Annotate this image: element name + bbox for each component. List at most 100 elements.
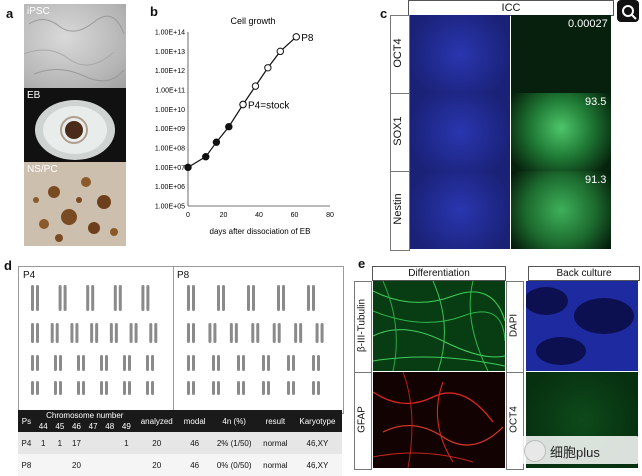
panel-c-letter: c <box>380 6 388 21</box>
chromosome-mark <box>36 323 39 343</box>
y-tick-label: 1.00E+12 <box>155 68 185 75</box>
y-axis: 1.00E+05 1.00E+06 1.00E+07 1.00E+08 1.00E+09… <box>155 30 185 211</box>
chromosome-mark <box>105 355 108 371</box>
growth-point <box>202 153 210 161</box>
chromosome-mark <box>287 355 290 371</box>
th-4n: 4n (%) <box>210 410 258 432</box>
x-tick-label: 40 <box>255 212 263 219</box>
chromosome-mark <box>222 285 225 311</box>
th-chrom-45: 45 <box>51 421 69 432</box>
chromosome-mark <box>292 355 295 371</box>
growth-points <box>184 33 300 172</box>
growth-point <box>212 138 221 146</box>
e-left-label-box-2 <box>354 372 372 470</box>
chromosome-mark <box>212 355 215 371</box>
icc-settings-icon <box>617 0 639 22</box>
chromosome-mark <box>187 285 190 311</box>
chromosome-mark <box>123 355 126 371</box>
chromosome-mark <box>217 285 220 311</box>
chromosome-mark <box>31 285 34 311</box>
icc-oct4-dapi <box>410 15 510 93</box>
y-tick-label: 1.00E+08 <box>155 146 185 153</box>
th-chrom-47: 47 <box>84 421 102 432</box>
chart-title: Cell growth <box>230 16 275 26</box>
th-modal: modal <box>178 410 211 432</box>
chromosome-mark <box>294 323 298 343</box>
icc-header: ICC <box>408 0 614 16</box>
chromosome-mark <box>242 355 245 371</box>
e-left-marker-gfap: GFAP <box>356 406 368 433</box>
chromosome-mark <box>315 323 319 343</box>
chromosome-mark <box>134 323 138 343</box>
chromosome-mark <box>123 381 126 395</box>
tubulin-image <box>373 281 505 371</box>
growth-annotation: P8 <box>301 33 314 44</box>
cell-modal: 46 <box>178 432 211 454</box>
cell-karyotype: 46,XY <box>292 432 342 454</box>
chromosome-mark <box>277 323 281 343</box>
chromosome-mark <box>247 285 250 311</box>
chromosome-mark <box>36 381 39 395</box>
growth-annotation: P4=stock <box>248 101 290 112</box>
icc-row-nestin-label: Nestin <box>392 193 404 225</box>
y-tick-label: 1.00E+10 <box>155 107 185 114</box>
growth-point <box>292 33 300 41</box>
chromosome-mark <box>50 323 54 343</box>
chromosome-mark <box>86 285 90 311</box>
chromosome-mark <box>59 381 62 395</box>
icc-nestin-value: 91.3 <box>585 174 607 186</box>
y-tick-label: 1.00E+13 <box>155 49 185 56</box>
th-ps: Ps <box>18 410 35 432</box>
cell-chrom <box>118 454 135 476</box>
chromosome-mark <box>100 355 103 371</box>
chromosome-mark <box>82 381 85 395</box>
chromosome-mark <box>187 381 190 395</box>
chromosome-mark <box>75 323 79 343</box>
chromosome-mark <box>95 323 99 343</box>
chromosome-mark <box>113 285 117 311</box>
chromosome-mark <box>55 323 59 343</box>
chromosome-mark <box>267 381 270 395</box>
watermark-text: 细胞plus <box>550 445 600 460</box>
chromosome-mark <box>151 355 154 371</box>
cell-chrom <box>101 454 119 476</box>
cell-chrom: 17 <box>68 432 85 454</box>
wechat-icon <box>524 440 546 462</box>
cell-chrom <box>51 454 69 476</box>
chromosome-mark <box>54 355 57 371</box>
chromosome-mark <box>287 381 290 395</box>
gfap-image <box>373 372 505 468</box>
chromosome-mark <box>151 381 154 395</box>
chromosome-mark <box>272 323 276 343</box>
table-subheader-row: 44 45 46 47 48 49 <box>18 421 342 432</box>
back-dapi-image <box>526 281 638 371</box>
chromosome-mark <box>54 381 57 395</box>
chromosome-mark <box>256 323 260 343</box>
panel-d-letter: d <box>4 258 12 273</box>
chromosome-mark <box>267 355 270 371</box>
growth-point <box>276 47 285 56</box>
cell-chrom: 1 <box>51 432 69 454</box>
chromosome-mark <box>251 323 255 343</box>
e-right-marker-oct4: OCT4 <box>508 406 520 433</box>
th-chrom-48: 48 <box>101 421 119 432</box>
cell-analyzed: 20 <box>134 454 179 476</box>
chromosome-mark <box>129 323 133 343</box>
chromosome-mark <box>229 323 233 343</box>
chromosome-mark <box>63 285 67 311</box>
chromosome-mark <box>31 355 34 371</box>
chromosome-mark <box>118 285 122 311</box>
watermark: 细胞plus <box>520 436 640 464</box>
e-right-marker-dapi: DAPI <box>508 313 520 338</box>
nspc-label: NS/PC <box>27 164 58 175</box>
chromosome-mark <box>149 323 153 343</box>
chromosome-mark <box>187 323 190 343</box>
chromosome-mark <box>282 285 285 311</box>
karyotype-divider <box>173 267 174 413</box>
e-left-marker-tubulin: β-III-Tubulin <box>356 298 368 353</box>
karyotype-frame: P4 P8 <box>18 266 344 414</box>
eb-dish <box>35 100 115 160</box>
growth-annotations: P4=stock P8 <box>248 33 314 112</box>
chromosome-mark <box>128 355 131 371</box>
chromosome-mark <box>312 285 315 311</box>
